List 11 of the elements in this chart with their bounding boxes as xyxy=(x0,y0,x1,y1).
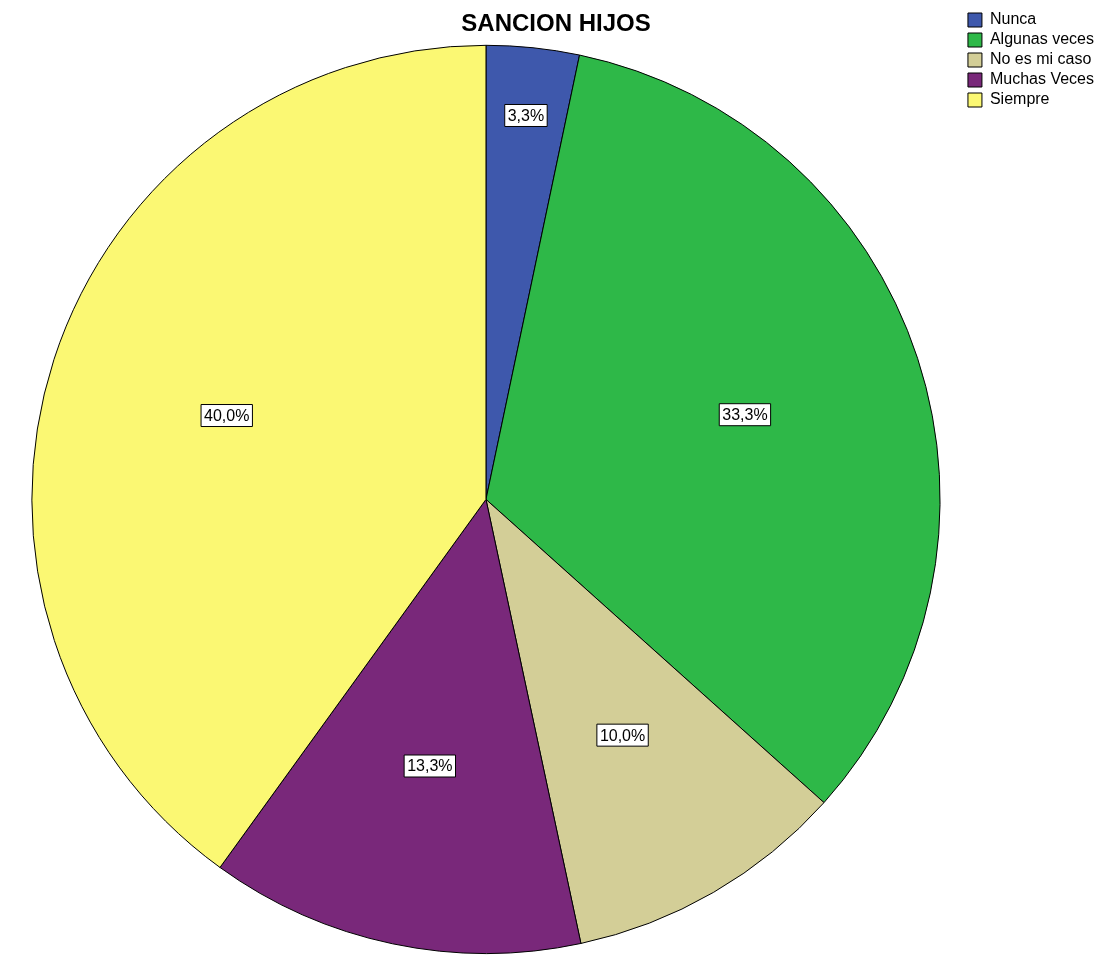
legend-label: Muchas Veces xyxy=(989,70,1094,88)
legend-label: Algunas veces xyxy=(989,30,1094,48)
legend-label: No es mi caso xyxy=(989,50,1092,68)
legend-label: Siempre xyxy=(989,90,1050,108)
legend-label: Nunca xyxy=(989,10,1037,28)
data-label: 13,3% xyxy=(407,757,453,775)
data-label: 3,3% xyxy=(507,106,545,124)
data-label: 33,3% xyxy=(722,406,768,424)
data-label: 40,0% xyxy=(204,406,250,424)
data-label: 10,0% xyxy=(599,726,646,744)
chart-title: SANCION HIJOS xyxy=(461,9,651,37)
